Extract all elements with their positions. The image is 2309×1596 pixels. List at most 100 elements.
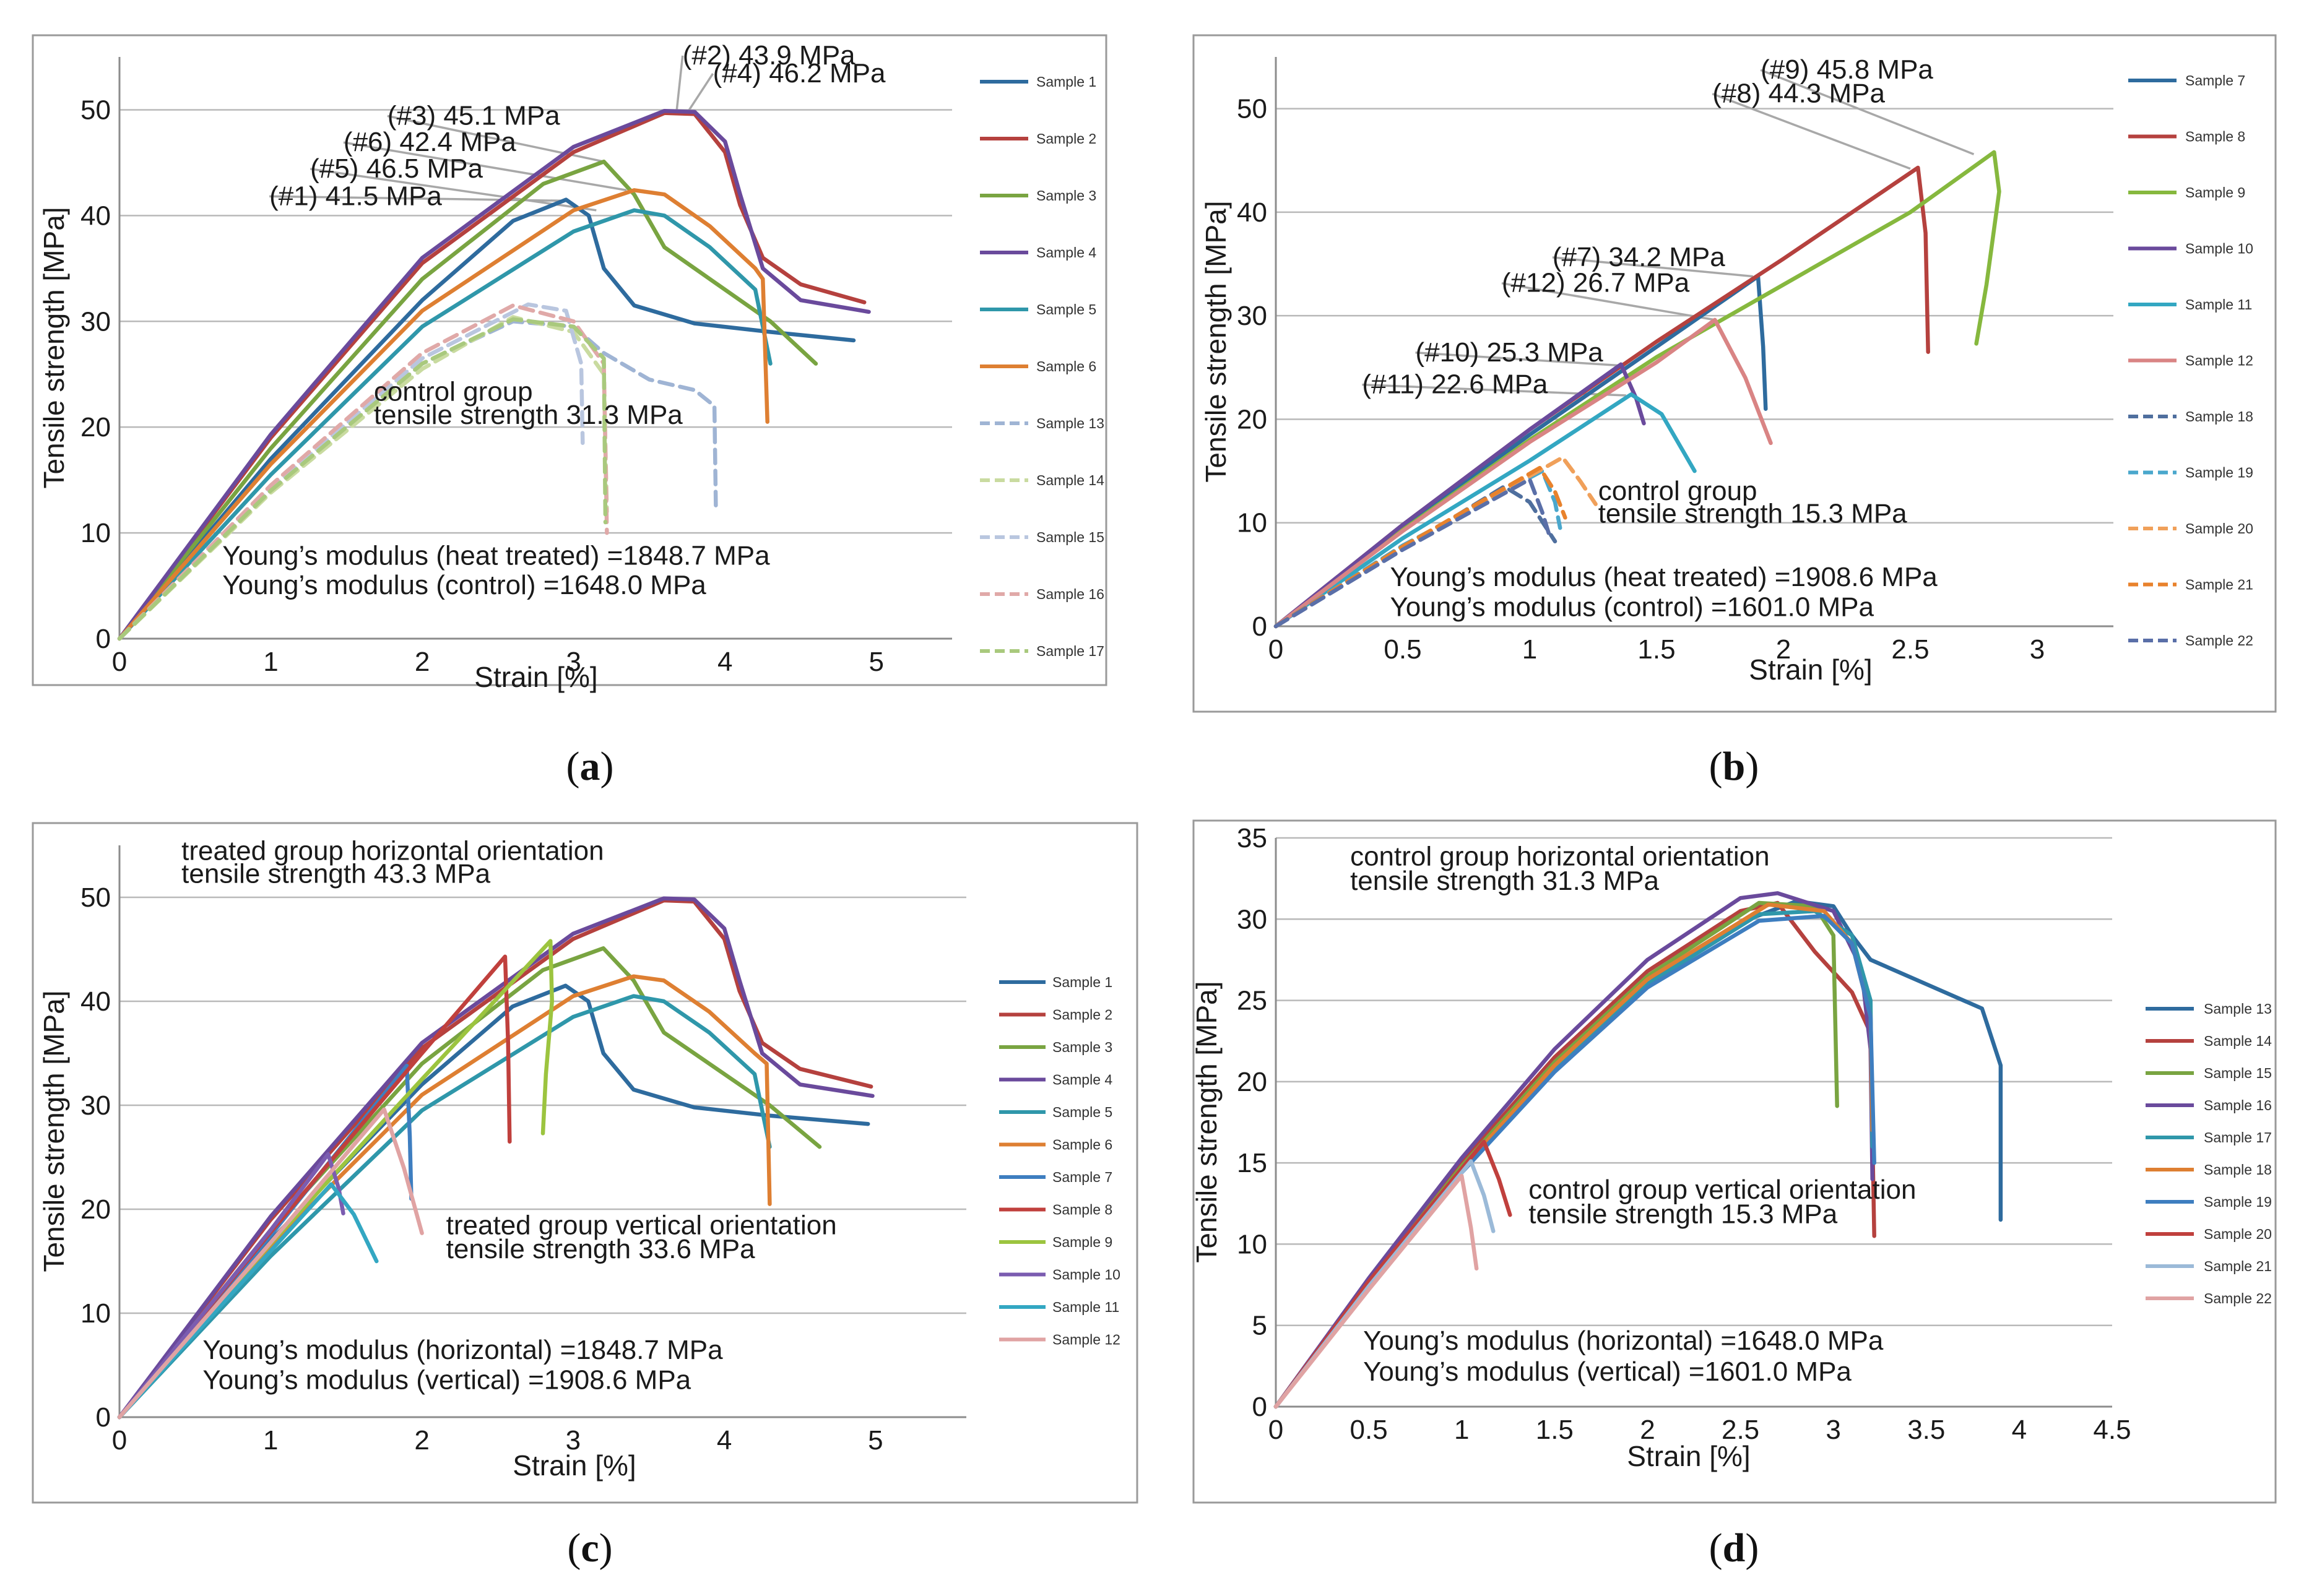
legend-label: Sample 11: [1052, 1299, 1119, 1315]
x-tick-label: 4: [2012, 1415, 2027, 1445]
annotation-text: Young’s modulus (control) =1601.0 MPa: [1390, 592, 1874, 622]
legend-label: Sample 9: [2185, 184, 2245, 201]
series-line-sample-5: [117, 994, 772, 1420]
x-tick-label: 0: [1268, 634, 1283, 665]
panel-frame: [1192, 34, 2277, 713]
y-tick-label: 10: [1237, 1229, 1267, 1259]
legend-label: Sample 22: [2204, 1290, 2272, 1306]
annotation-text: Young’s modulus (vertical) =1908.6 MPa: [202, 1365, 691, 1395]
annotation-leader-line: [686, 73, 714, 114]
legend-label: Sample 14: [1036, 472, 1104, 488]
x-tick-label: 3: [2030, 634, 2045, 665]
legend-label: Sample 18: [2204, 1162, 2272, 1178]
panel-frame: [1192, 819, 2277, 1504]
y-tick-label: 10: [1237, 508, 1267, 538]
series-line-sample-11: [1273, 392, 1697, 629]
annotation-text: Young’s modulus (vertical) =1601.0 MPa: [1363, 1357, 1852, 1387]
y-tick-label: 10: [80, 1298, 111, 1329]
legend-label: Sample 5: [1052, 1104, 1112, 1120]
series-line-sample-3: [117, 159, 818, 641]
x-tick-label: 2: [1640, 1415, 1655, 1445]
annotation-text: (#12) 26.7 MPa: [1502, 268, 1690, 298]
legend-label: Sample 16: [2204, 1097, 2272, 1113]
caption-open-paren: (: [1709, 1525, 1723, 1571]
annotation-text: (#4) 46.2 MPa: [713, 58, 886, 88]
series-line-sample-12: [1273, 317, 1773, 629]
y-tick-label: 30: [80, 306, 111, 337]
series-line-sample-5: [117, 208, 773, 641]
y-tick-label: 30: [1237, 301, 1267, 331]
x-tick-label: 3: [566, 647, 581, 677]
annotation-leader-line: [1712, 92, 1911, 170]
legend-label: Sample 3: [1052, 1039, 1112, 1055]
y-tick-label: 50: [80, 95, 111, 125]
x-axis-label: Strain [%]: [474, 661, 597, 693]
series-line-sample-22: [1273, 1173, 1479, 1409]
y-tick-label: 20: [1237, 404, 1267, 434]
y-tick-label: 0: [1252, 611, 1267, 642]
legend-label: Sample 17: [1036, 643, 1104, 659]
x-tick-label: 0.5: [1350, 1415, 1388, 1445]
y-tick-label: 40: [80, 201, 111, 231]
annotation-text: tensile strength 15.3 MPa: [1528, 1199, 1837, 1229]
annotation-text: tensile strength 33.6 MPa: [446, 1234, 755, 1264]
annotation-text: Young’s modulus (heat treated) =1848.7 M…: [222, 540, 770, 571]
annotation-leader-line: [343, 141, 627, 192]
series-line-sample-22: [1273, 477, 1553, 629]
chart-panel-a: 0 10 20 30 40 50 0 1 2 3 4 5 Strain [%] Tensile stren…: [32, 34, 1107, 789]
annotation-text: (#11) 22.6 MPa: [1362, 369, 1548, 400]
annotation-text: (#3) 45.1 MPa: [388, 100, 560, 131]
y-tick-label: 0: [96, 1402, 111, 1433]
legend-label: Sample 8: [1052, 1202, 1112, 1218]
legend-label: Sample 15: [1036, 529, 1104, 545]
annotation-leader-line: [1501, 282, 1715, 321]
y-axis-label: Tensile strength [MPa]: [1190, 981, 1223, 1262]
legend-label: Sample 7: [2185, 72, 2245, 88]
caption-close-paren: ): [600, 744, 614, 789]
chart-panel-b: 0 10 20 30 40 50 0 0.5 1 1.5 2 2.5 3 Strain [%] Tensil…: [1192, 34, 2277, 789]
x-tick-label: 4.5: [2093, 1415, 2131, 1445]
legend-label: Sample 2: [1052, 1007, 1112, 1023]
x-tick-label: 5: [869, 647, 883, 677]
legend-label: Sample 10: [1052, 1267, 1120, 1283]
annotation-text: (#1) 41.5 MPa: [269, 181, 442, 211]
series-line-sample-6: [117, 188, 769, 641]
x-axis-label: Strain [%]: [1749, 653, 1872, 686]
caption-close-paren: ): [1745, 1525, 1759, 1571]
legend-label: Sample 22: [2185, 632, 2253, 649]
y-tick-label: 20: [80, 412, 111, 442]
panel-frame: [32, 822, 1138, 1504]
caption-letter: d: [1723, 1525, 1746, 1571]
annotation-text: treated group horizontal orientation: [181, 836, 604, 866]
legend-label: Sample 21: [2204, 1258, 2272, 1274]
y-tick-label: 0: [1252, 1392, 1267, 1422]
annotation-text: (#10) 25.3 MPa: [1416, 337, 1604, 368]
legend-label: Sample 21: [2185, 577, 2253, 593]
series-line-sample-4: [117, 108, 871, 641]
y-tick-label: 30: [80, 1090, 111, 1121]
legend-label: Sample 13: [2204, 1001, 2272, 1017]
x-tick-label: 2: [414, 1425, 429, 1456]
y-tick-label: 40: [1237, 197, 1267, 228]
panel-caption: (a): [566, 744, 614, 789]
caption-close-paren: ): [1745, 744, 1759, 789]
y-tick-label: 35: [1237, 823, 1267, 853]
x-tick-label: 2.5: [1891, 634, 1929, 665]
x-tick-label: 1: [263, 647, 278, 677]
x-tick-label: 2: [1776, 634, 1791, 665]
x-tick-label: 0: [112, 647, 127, 677]
annotation-leader-line: [1415, 352, 1619, 367]
legend-label: Sample 15: [2204, 1065, 2272, 1081]
annotation-leader-line: [310, 168, 597, 212]
series-line-sample-10: [1273, 362, 1646, 629]
annotation-text: tensile strength 31.3 MPa: [1350, 866, 1659, 896]
y-axis-label: Tensile strength [MPa]: [38, 990, 70, 1272]
y-tick-label: 25: [1237, 986, 1267, 1016]
caption-open-paren: (: [1709, 744, 1723, 789]
y-tick-label: 20: [1237, 1067, 1267, 1097]
panel-caption: (d): [1709, 1525, 1759, 1571]
y-tick-label: 0: [96, 624, 111, 654]
legend-label: Sample 12: [2185, 353, 2253, 369]
y-tick-label: 50: [1237, 94, 1267, 124]
